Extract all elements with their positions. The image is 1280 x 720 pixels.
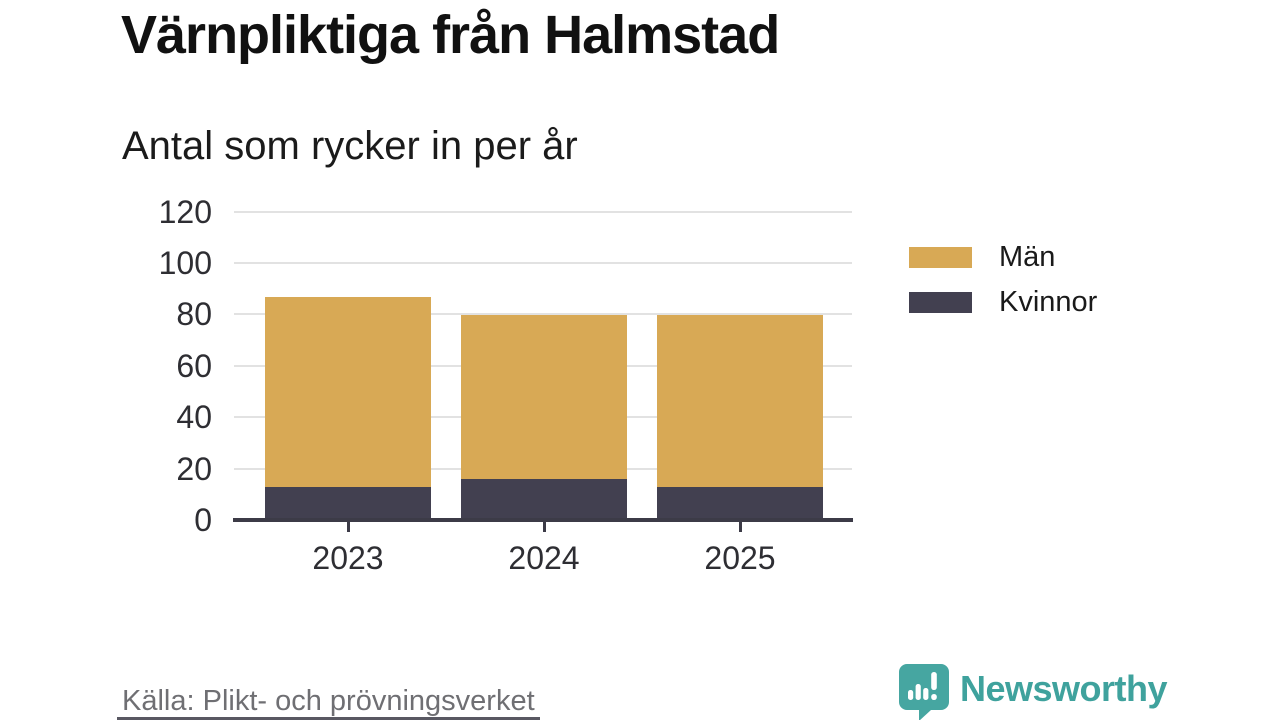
legend-item: Män [909,241,1097,273]
bar-segment-men [657,314,823,487]
bar-segment-men [265,296,431,487]
legend-label: Män [999,241,1056,273]
y-tick-label: 0 [194,502,212,538]
plot-area: 0 20 40 60 80 100 120 2023 2024 2025 [159,195,852,575]
bar-segment-men [461,314,627,479]
legend-swatch [909,292,972,313]
brand-name: Newsworthy [960,668,1168,709]
legend: Män Kvinnor [909,241,1098,318]
y-tick-label: 60 [176,347,212,384]
gridline [234,262,852,265]
y-tick-label: 40 [176,399,212,436]
gridline [234,313,852,316]
y-tick-label: 20 [176,450,212,487]
brand-logo: Newsworthy [898,663,1168,720]
y-tick-label: 120 [158,193,212,230]
axis-tick [346,522,350,532]
gridline [234,210,852,213]
bar-segment-women [461,478,627,520]
legend-item: Kvinnor [909,286,1098,318]
x-tick-label: 2024 [508,540,580,576]
axis-tick [738,522,742,532]
bar-segment-women [265,486,431,520]
legend-label: Kvinnor [999,286,1098,318]
axis-tick [542,522,546,532]
legend-swatch [909,247,972,268]
y-tick-label: 80 [176,296,212,333]
page-title: Värnpliktiga från Halmstad [121,5,780,65]
x-tick-label: 2023 [312,540,384,576]
bottom-divider [117,717,540,720]
source-note: Källa: Plikt- och prövningsverket [122,685,535,717]
x-tick-label: 2025 [704,540,776,576]
bar-segment-women [657,486,823,520]
x-axis-line [233,518,853,522]
chart-subtitle: Antal som rycker in per år [122,124,578,168]
y-tick-label: 100 [158,245,212,282]
newsworthy-icon [899,664,949,720]
